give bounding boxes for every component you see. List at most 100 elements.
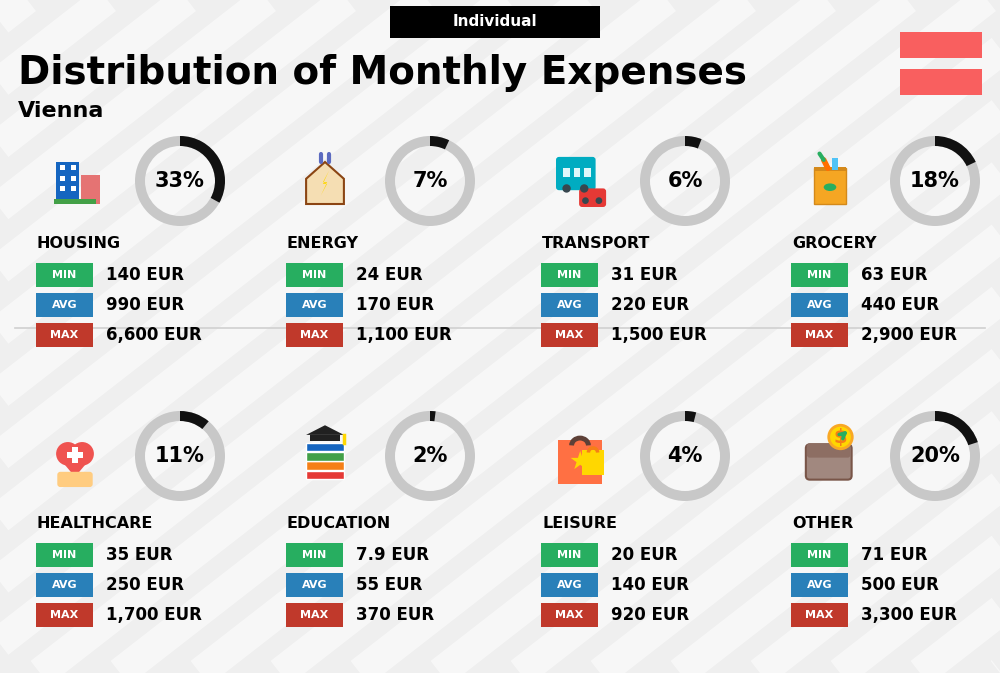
FancyBboxPatch shape [582, 450, 604, 474]
Wedge shape [685, 411, 696, 422]
Text: MIN: MIN [557, 550, 582, 560]
FancyBboxPatch shape [306, 470, 344, 479]
Text: MAX: MAX [805, 330, 834, 340]
Wedge shape [890, 411, 980, 501]
FancyBboxPatch shape [72, 447, 78, 463]
FancyBboxPatch shape [563, 168, 570, 177]
FancyBboxPatch shape [36, 293, 93, 317]
FancyBboxPatch shape [541, 603, 598, 627]
FancyBboxPatch shape [574, 168, 580, 177]
Text: TRANSPORT: TRANSPORT [542, 236, 650, 250]
Circle shape [596, 197, 602, 204]
FancyBboxPatch shape [286, 603, 343, 627]
FancyBboxPatch shape [36, 573, 93, 597]
Text: 2%: 2% [412, 446, 448, 466]
FancyBboxPatch shape [60, 176, 65, 181]
Text: 6%: 6% [667, 171, 703, 191]
Text: 35 EUR: 35 EUR [106, 546, 173, 564]
FancyBboxPatch shape [286, 573, 343, 597]
Text: MAX: MAX [555, 610, 584, 620]
Text: 31 EUR: 31 EUR [611, 266, 678, 284]
Text: MAX: MAX [805, 610, 834, 620]
Text: 18%: 18% [910, 171, 960, 191]
Text: 3,300 EUR: 3,300 EUR [861, 606, 957, 624]
Wedge shape [430, 411, 436, 421]
Text: 1,500 EUR: 1,500 EUR [611, 326, 707, 344]
FancyBboxPatch shape [36, 323, 93, 347]
FancyBboxPatch shape [56, 162, 79, 204]
Text: 20 EUR: 20 EUR [611, 546, 678, 564]
Text: 920 EUR: 920 EUR [611, 606, 689, 624]
Text: Vienna: Vienna [18, 101, 104, 121]
Text: LEISURE: LEISURE [542, 516, 617, 530]
Text: Distribution of Monthly Expenses: Distribution of Monthly Expenses [18, 54, 747, 92]
Text: ENERGY: ENERGY [287, 236, 359, 250]
FancyBboxPatch shape [54, 199, 96, 204]
Text: MIN: MIN [302, 550, 327, 560]
Circle shape [70, 442, 94, 466]
FancyBboxPatch shape [556, 157, 596, 190]
FancyBboxPatch shape [814, 167, 846, 171]
Text: AVG: AVG [557, 300, 582, 310]
FancyBboxPatch shape [286, 323, 343, 347]
FancyBboxPatch shape [71, 166, 76, 170]
Text: AVG: AVG [557, 580, 582, 590]
Circle shape [829, 425, 852, 449]
Text: AVG: AVG [807, 580, 832, 590]
Text: HOUSING: HOUSING [37, 236, 121, 250]
FancyBboxPatch shape [900, 69, 982, 95]
FancyBboxPatch shape [541, 573, 598, 597]
Text: 1,700 EUR: 1,700 EUR [106, 606, 202, 624]
Text: 990 EUR: 990 EUR [106, 296, 184, 314]
FancyBboxPatch shape [541, 293, 598, 317]
Circle shape [580, 184, 588, 192]
Text: AVG: AVG [807, 300, 832, 310]
FancyBboxPatch shape [541, 263, 598, 287]
FancyBboxPatch shape [791, 263, 848, 287]
FancyBboxPatch shape [71, 176, 76, 181]
Text: 11%: 11% [155, 446, 205, 466]
Text: 7.9 EUR: 7.9 EUR [356, 546, 429, 564]
FancyBboxPatch shape [791, 323, 848, 347]
Text: 440 EUR: 440 EUR [861, 296, 939, 314]
FancyBboxPatch shape [60, 166, 65, 170]
Text: MAX: MAX [50, 330, 79, 340]
Text: AVG: AVG [302, 300, 327, 310]
Text: MAX: MAX [300, 610, 329, 620]
Wedge shape [935, 136, 976, 166]
Wedge shape [640, 411, 730, 501]
FancyBboxPatch shape [36, 263, 93, 287]
FancyBboxPatch shape [832, 157, 838, 170]
Text: 370 EUR: 370 EUR [356, 606, 434, 624]
Text: EDUCATION: EDUCATION [287, 516, 391, 530]
FancyBboxPatch shape [791, 573, 848, 597]
FancyBboxPatch shape [541, 323, 598, 347]
Text: AVG: AVG [52, 580, 77, 590]
Text: MIN: MIN [302, 270, 327, 280]
Text: MAX: MAX [300, 330, 329, 340]
Text: 500 EUR: 500 EUR [861, 576, 939, 594]
FancyBboxPatch shape [36, 603, 93, 627]
FancyBboxPatch shape [286, 263, 343, 287]
Wedge shape [430, 136, 449, 149]
FancyBboxPatch shape [579, 188, 606, 207]
Circle shape [562, 184, 571, 192]
Text: 24 EUR: 24 EUR [356, 266, 423, 284]
Text: MIN: MIN [557, 270, 582, 280]
Polygon shape [306, 162, 344, 204]
FancyBboxPatch shape [807, 444, 851, 458]
Text: OTHER: OTHER [792, 516, 853, 530]
Wedge shape [685, 136, 702, 149]
Text: MIN: MIN [807, 270, 832, 280]
Text: 55 EUR: 55 EUR [356, 576, 422, 594]
FancyBboxPatch shape [286, 293, 343, 317]
FancyBboxPatch shape [310, 435, 340, 441]
Text: 140 EUR: 140 EUR [106, 266, 184, 284]
Text: MIN: MIN [807, 550, 832, 560]
Text: 220 EUR: 220 EUR [611, 296, 689, 314]
FancyBboxPatch shape [306, 443, 344, 452]
FancyBboxPatch shape [306, 462, 344, 470]
Text: 2,900 EUR: 2,900 EUR [861, 326, 957, 344]
FancyBboxPatch shape [81, 174, 100, 204]
FancyBboxPatch shape [806, 444, 852, 480]
